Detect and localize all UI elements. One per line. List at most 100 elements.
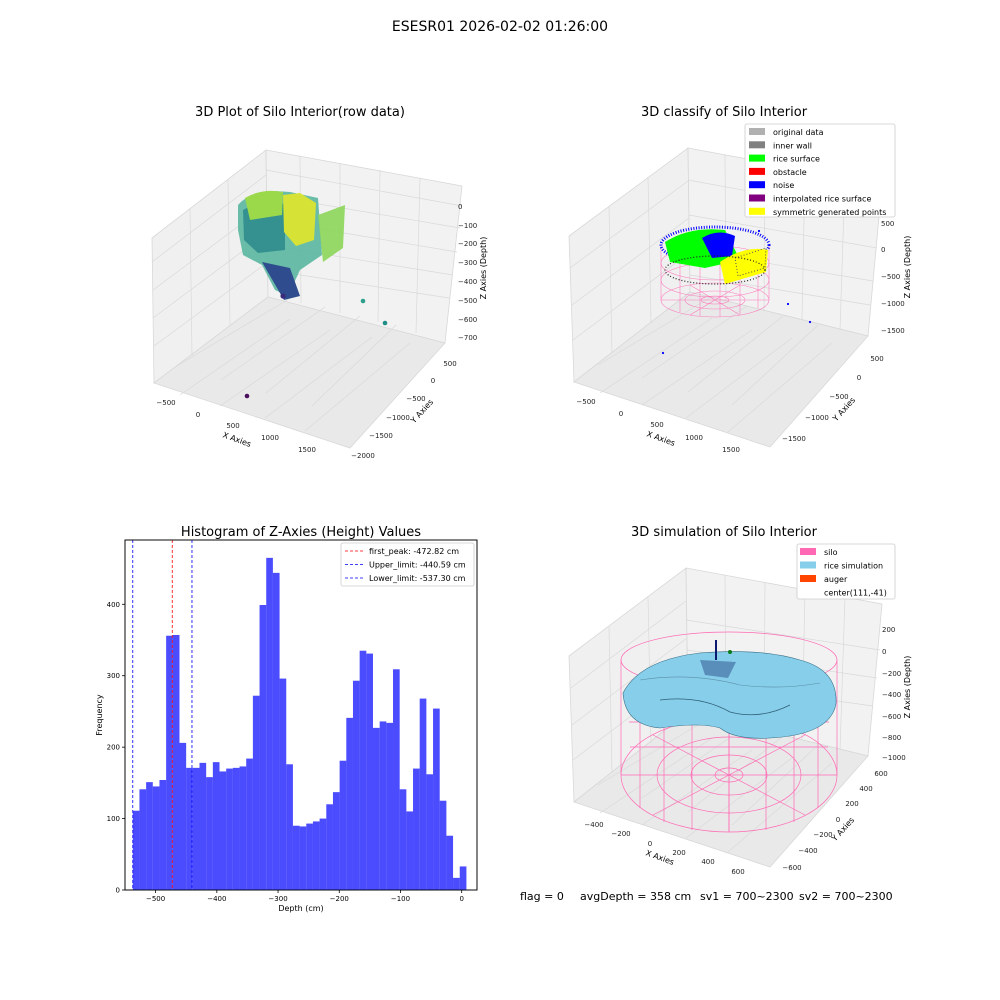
footer-flag: flag = 0 bbox=[520, 890, 564, 903]
p4-ztick: −200 bbox=[882, 670, 901, 678]
p4-legend-label: center(111,-41) bbox=[824, 589, 887, 598]
p1-outlier-point bbox=[244, 393, 250, 399]
p1-ztick: −300 bbox=[458, 259, 477, 267]
histogram-bar bbox=[292, 825, 300, 890]
histogram-bar bbox=[413, 768, 420, 890]
p4-legend-label: silo bbox=[824, 548, 838, 557]
p1-ytick: −1000 bbox=[386, 414, 410, 422]
histogram-bar bbox=[299, 826, 307, 890]
p1-xtick: 0 bbox=[196, 411, 200, 419]
histogram-bar bbox=[399, 789, 407, 890]
histogram-bar bbox=[132, 810, 140, 890]
p2-xtick: 0 bbox=[619, 410, 623, 418]
histogram-legend-label: first_peak: -472.82 cm bbox=[369, 547, 459, 556]
p4-ytick: 600 bbox=[874, 770, 887, 778]
p4-xtick: 400 bbox=[701, 858, 714, 866]
histogram-xtick-label: 0 bbox=[459, 895, 463, 903]
p2-symmetric-points bbox=[720, 248, 768, 284]
p1-ztick: −700 bbox=[458, 334, 477, 342]
p2-ytick: −1000 bbox=[805, 414, 829, 422]
p2-noise-point bbox=[808, 320, 812, 324]
p3-title: Histogram of Z-Axies (Height) Values bbox=[181, 525, 421, 540]
histogram-bar bbox=[352, 680, 360, 890]
histogram-bar bbox=[406, 811, 414, 890]
footer-avg-depth: avgDepth = 358 cm bbox=[580, 890, 691, 903]
p2-classified-points bbox=[659, 225, 812, 355]
p2-legend-label: noise bbox=[773, 181, 794, 190]
histogram-ytick-label: 200 bbox=[107, 744, 120, 752]
p2-ytick: −1500 bbox=[782, 435, 806, 443]
p2-ytick: −500 bbox=[829, 393, 848, 401]
histogram-ytick-label: 0 bbox=[116, 887, 120, 895]
p2-title: 3D classify of Silo Interior bbox=[641, 105, 808, 120]
p2-noise-cluster bbox=[702, 232, 735, 258]
p3-xticks: −500 −400 −300 −200 −100 0 bbox=[146, 890, 464, 903]
p4-ztick: −800 bbox=[882, 734, 901, 742]
p1-upper-green bbox=[245, 190, 283, 220]
histogram-bar bbox=[426, 774, 434, 890]
p1-xlabel: X Axies bbox=[221, 430, 252, 449]
p2-zlabel: Z Axies (Depth) bbox=[903, 236, 912, 299]
p4-ytick: −600 bbox=[782, 864, 801, 872]
p1-ztick: −600 bbox=[458, 316, 477, 324]
p2-ytick: 500 bbox=[870, 355, 883, 363]
p1-xtick: 1000 bbox=[261, 434, 279, 442]
panel-classify: 3D classify of Silo Interior bbox=[568, 105, 912, 454]
histogram-bar bbox=[246, 758, 253, 890]
p4-legend-label: auger bbox=[824, 575, 848, 584]
p2-legend-swatch bbox=[749, 128, 765, 135]
p2-noise-point bbox=[757, 229, 761, 233]
footer-status: flag = 0 avgDepth = 358 cm sv1 = 700~230… bbox=[520, 890, 893, 903]
p4-auger bbox=[715, 640, 732, 660]
histogram-bar bbox=[239, 766, 247, 890]
p2-xtick: 500 bbox=[650, 421, 663, 429]
p1-xtick: 500 bbox=[226, 422, 239, 430]
histogram-bar bbox=[386, 722, 394, 890]
p4-legend-swatch bbox=[800, 548, 816, 555]
histogram-ytick-label: 300 bbox=[107, 672, 120, 680]
histogram-xtick-label: −200 bbox=[330, 895, 349, 903]
p2-xtick: 1500 bbox=[722, 446, 740, 454]
panel-raw-data: 3D Plot of Silo Interior(row data) bbox=[151, 105, 488, 460]
histogram-ytick-label: 100 bbox=[107, 815, 120, 823]
p1-outlier-point bbox=[360, 298, 366, 304]
histogram-bar bbox=[172, 635, 180, 890]
p1-title: 3D Plot of Silo Interior(row data) bbox=[195, 105, 405, 120]
p1-outlier-point bbox=[280, 293, 286, 299]
p2-legend-label: obstacle bbox=[773, 168, 807, 177]
p4-ztick: −400 bbox=[882, 691, 901, 699]
p1-ztick: −200 bbox=[458, 240, 477, 248]
histogram-bar bbox=[312, 821, 320, 890]
histogram-bar bbox=[393, 669, 400, 890]
histogram-bar bbox=[272, 572, 280, 890]
p2-legend-swatch bbox=[749, 167, 765, 175]
p4-zlabel: Z Axies (Depth) bbox=[903, 656, 912, 719]
p1-scatter bbox=[238, 190, 388, 399]
p4-xtick: −400 bbox=[584, 821, 603, 829]
p4-ytick: 400 bbox=[859, 785, 872, 793]
p1-bottom-funnel bbox=[262, 262, 300, 300]
footer-sv1: sv1 = 700~2300 bbox=[700, 890, 794, 903]
histogram-bar bbox=[433, 708, 440, 890]
histogram-bar bbox=[206, 777, 213, 890]
p4-ytick: 0 bbox=[836, 816, 840, 824]
histogram-xtick-label: −400 bbox=[207, 895, 226, 903]
histogram-bar bbox=[339, 760, 347, 890]
p2-noise-point bbox=[786, 302, 790, 306]
histogram-bar bbox=[419, 698, 427, 890]
p3-xlabel: Depth (cm) bbox=[278, 904, 323, 913]
histogram-bar bbox=[199, 762, 207, 890]
p2-inner-wall bbox=[734, 247, 767, 277]
p1-zlabel: Z Axies (Depth) bbox=[479, 237, 488, 300]
p1-ztick: −500 bbox=[458, 297, 477, 305]
p2-legend-swatch bbox=[749, 154, 765, 162]
p1-xtick: 1500 bbox=[298, 446, 316, 454]
p2-legend-label: inner wall bbox=[773, 141, 812, 150]
p4-xlabel: X Axies bbox=[644, 848, 675, 867]
histogram-bar bbox=[186, 767, 193, 890]
p4-xtick: 600 bbox=[731, 868, 744, 876]
histogram-bar bbox=[139, 789, 147, 890]
histogram-bar bbox=[446, 835, 454, 890]
p2-legend-swatch bbox=[749, 194, 765, 202]
histogram-xtick-label: −300 bbox=[268, 895, 287, 903]
